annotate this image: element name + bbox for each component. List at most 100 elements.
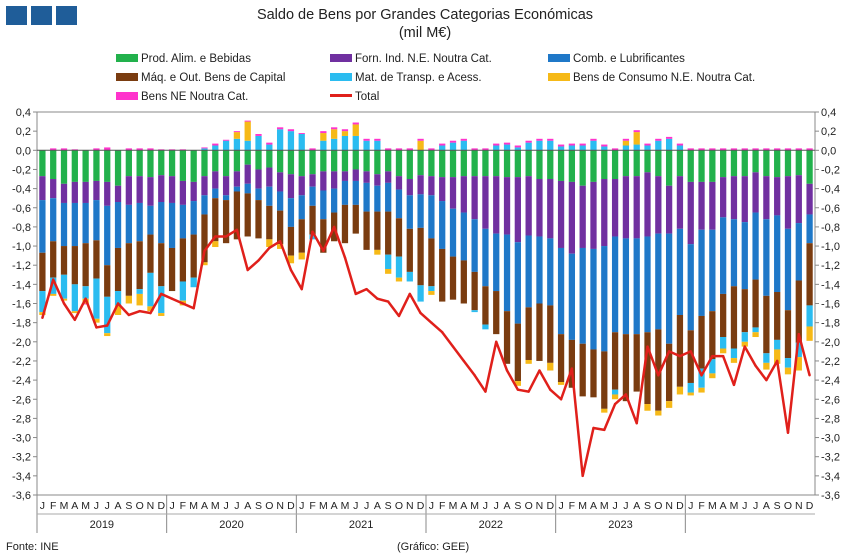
logo-square-2 [31, 6, 52, 25]
bar-forn-ind [406, 179, 413, 196]
bar-transp [503, 144, 511, 151]
bar-forn-ind [222, 176, 230, 196]
bar-comb [363, 182, 370, 212]
bar-prod-alim [395, 150, 403, 177]
bar-forn-ind [709, 181, 716, 230]
bar-bens-ne [568, 143, 576, 146]
bar-transp [547, 140, 554, 151]
chart-title: Saldo de Bens por Grandes Categorias Eco… [256, 7, 594, 23]
y-tick-label: -1,4 [12, 279, 31, 291]
bar-transp [806, 305, 813, 327]
y-tick-label-right: -2,2 [821, 356, 840, 368]
y-tick-label: -1,0 [12, 241, 31, 253]
bar-consumo [395, 277, 403, 282]
bar-maq [233, 191, 241, 240]
bar-comb [795, 223, 802, 281]
month-label: M [189, 500, 198, 512]
month-label: A [374, 500, 381, 512]
year-label: 2021 [349, 519, 373, 531]
bar-maq [352, 204, 359, 234]
total-point [516, 388, 520, 391]
y-tick-label: 0,2 [16, 126, 31, 138]
bar-consumo [60, 298, 68, 301]
month-label: J [94, 500, 99, 512]
bar-comb [784, 228, 792, 311]
total-point [473, 374, 476, 377]
bar-comb [406, 195, 413, 229]
bar-consumo [525, 359, 532, 364]
bar-comb [428, 195, 435, 239]
bar-comb [222, 195, 230, 201]
bar-comb [439, 201, 446, 249]
bar-prod-alim [374, 150, 381, 175]
year-label: 2022 [479, 519, 503, 531]
bar-forn-ind [60, 183, 68, 203]
bar-bens-ne [795, 148, 802, 151]
y-tick-label-right: -3,6 [821, 490, 840, 502]
bar-bens-ne [212, 143, 219, 146]
legend-swatch [330, 72, 352, 81]
bar-transp [644, 145, 651, 151]
bar-prod-alim [39, 150, 46, 177]
bar-forn-ind [784, 176, 792, 229]
bar-bens-ne [503, 142, 511, 145]
bar-comb [39, 200, 46, 253]
bar-maq [795, 280, 802, 343]
month-label: D [287, 500, 295, 512]
bar-comb [136, 202, 143, 242]
bar-consumo [633, 132, 640, 145]
legend-bens-ne: Bens NE Noutra Cat. [116, 91, 248, 103]
bar-forn-ind [428, 176, 435, 196]
month-label: D [417, 500, 425, 512]
bar-bens-ne [341, 129, 349, 132]
bar-forn-ind [752, 172, 759, 213]
total-point [484, 390, 487, 393]
bar-maq [493, 291, 500, 335]
bar-transp [763, 353, 770, 363]
y-tick-label: -2,6 [12, 394, 31, 406]
legend-swatch [116, 72, 138, 81]
bar-transp [320, 140, 327, 151]
bar-comb [266, 186, 273, 206]
bar-bens-ne [82, 303, 89, 305]
bar-comb [676, 228, 684, 315]
legend-forn-ind: Forn. Ind. N.E. Noutra Cat. [330, 53, 492, 65]
bar-bens-ne [147, 148, 154, 151]
total-point [549, 388, 552, 391]
bar-bens-ne [655, 138, 662, 141]
bar-bens-ne [547, 138, 554, 141]
month-label: J [299, 500, 304, 512]
month-label: J [234, 500, 239, 512]
month-label: O [654, 500, 662, 512]
bar-maq [622, 334, 630, 402]
bar-forn-ind [104, 181, 111, 206]
bar-comb [709, 229, 716, 312]
bar-comb [493, 233, 500, 292]
bar-maq [385, 211, 392, 255]
total-point [721, 354, 725, 358]
total-point [613, 402, 617, 406]
bar-transp [233, 138, 241, 151]
bar-consumo [212, 241, 219, 248]
bar-transp [82, 286, 89, 299]
total-point [149, 311, 152, 315]
month-label: F [439, 500, 445, 512]
month-label: N [536, 500, 544, 512]
bar-forn-ind [655, 176, 662, 234]
total-point [505, 369, 509, 372]
bar-bens-ne [622, 138, 630, 141]
month-label: J [558, 500, 563, 512]
bar-consumo [611, 394, 619, 400]
bar-prod-alim [93, 150, 100, 181]
month-label: A [201, 500, 208, 512]
bar-prod-alim [50, 150, 57, 180]
month-label: D [157, 500, 165, 512]
bar-comb [125, 204, 132, 244]
y-tick-label: -1,6 [12, 299, 31, 311]
bar-maq [471, 271, 478, 311]
source-note: Fonte: INE [6, 541, 59, 553]
bar-comb [763, 219, 770, 296]
bar-maq [147, 234, 154, 273]
bar-prod-alim [763, 150, 770, 177]
month-label: J [742, 500, 747, 512]
